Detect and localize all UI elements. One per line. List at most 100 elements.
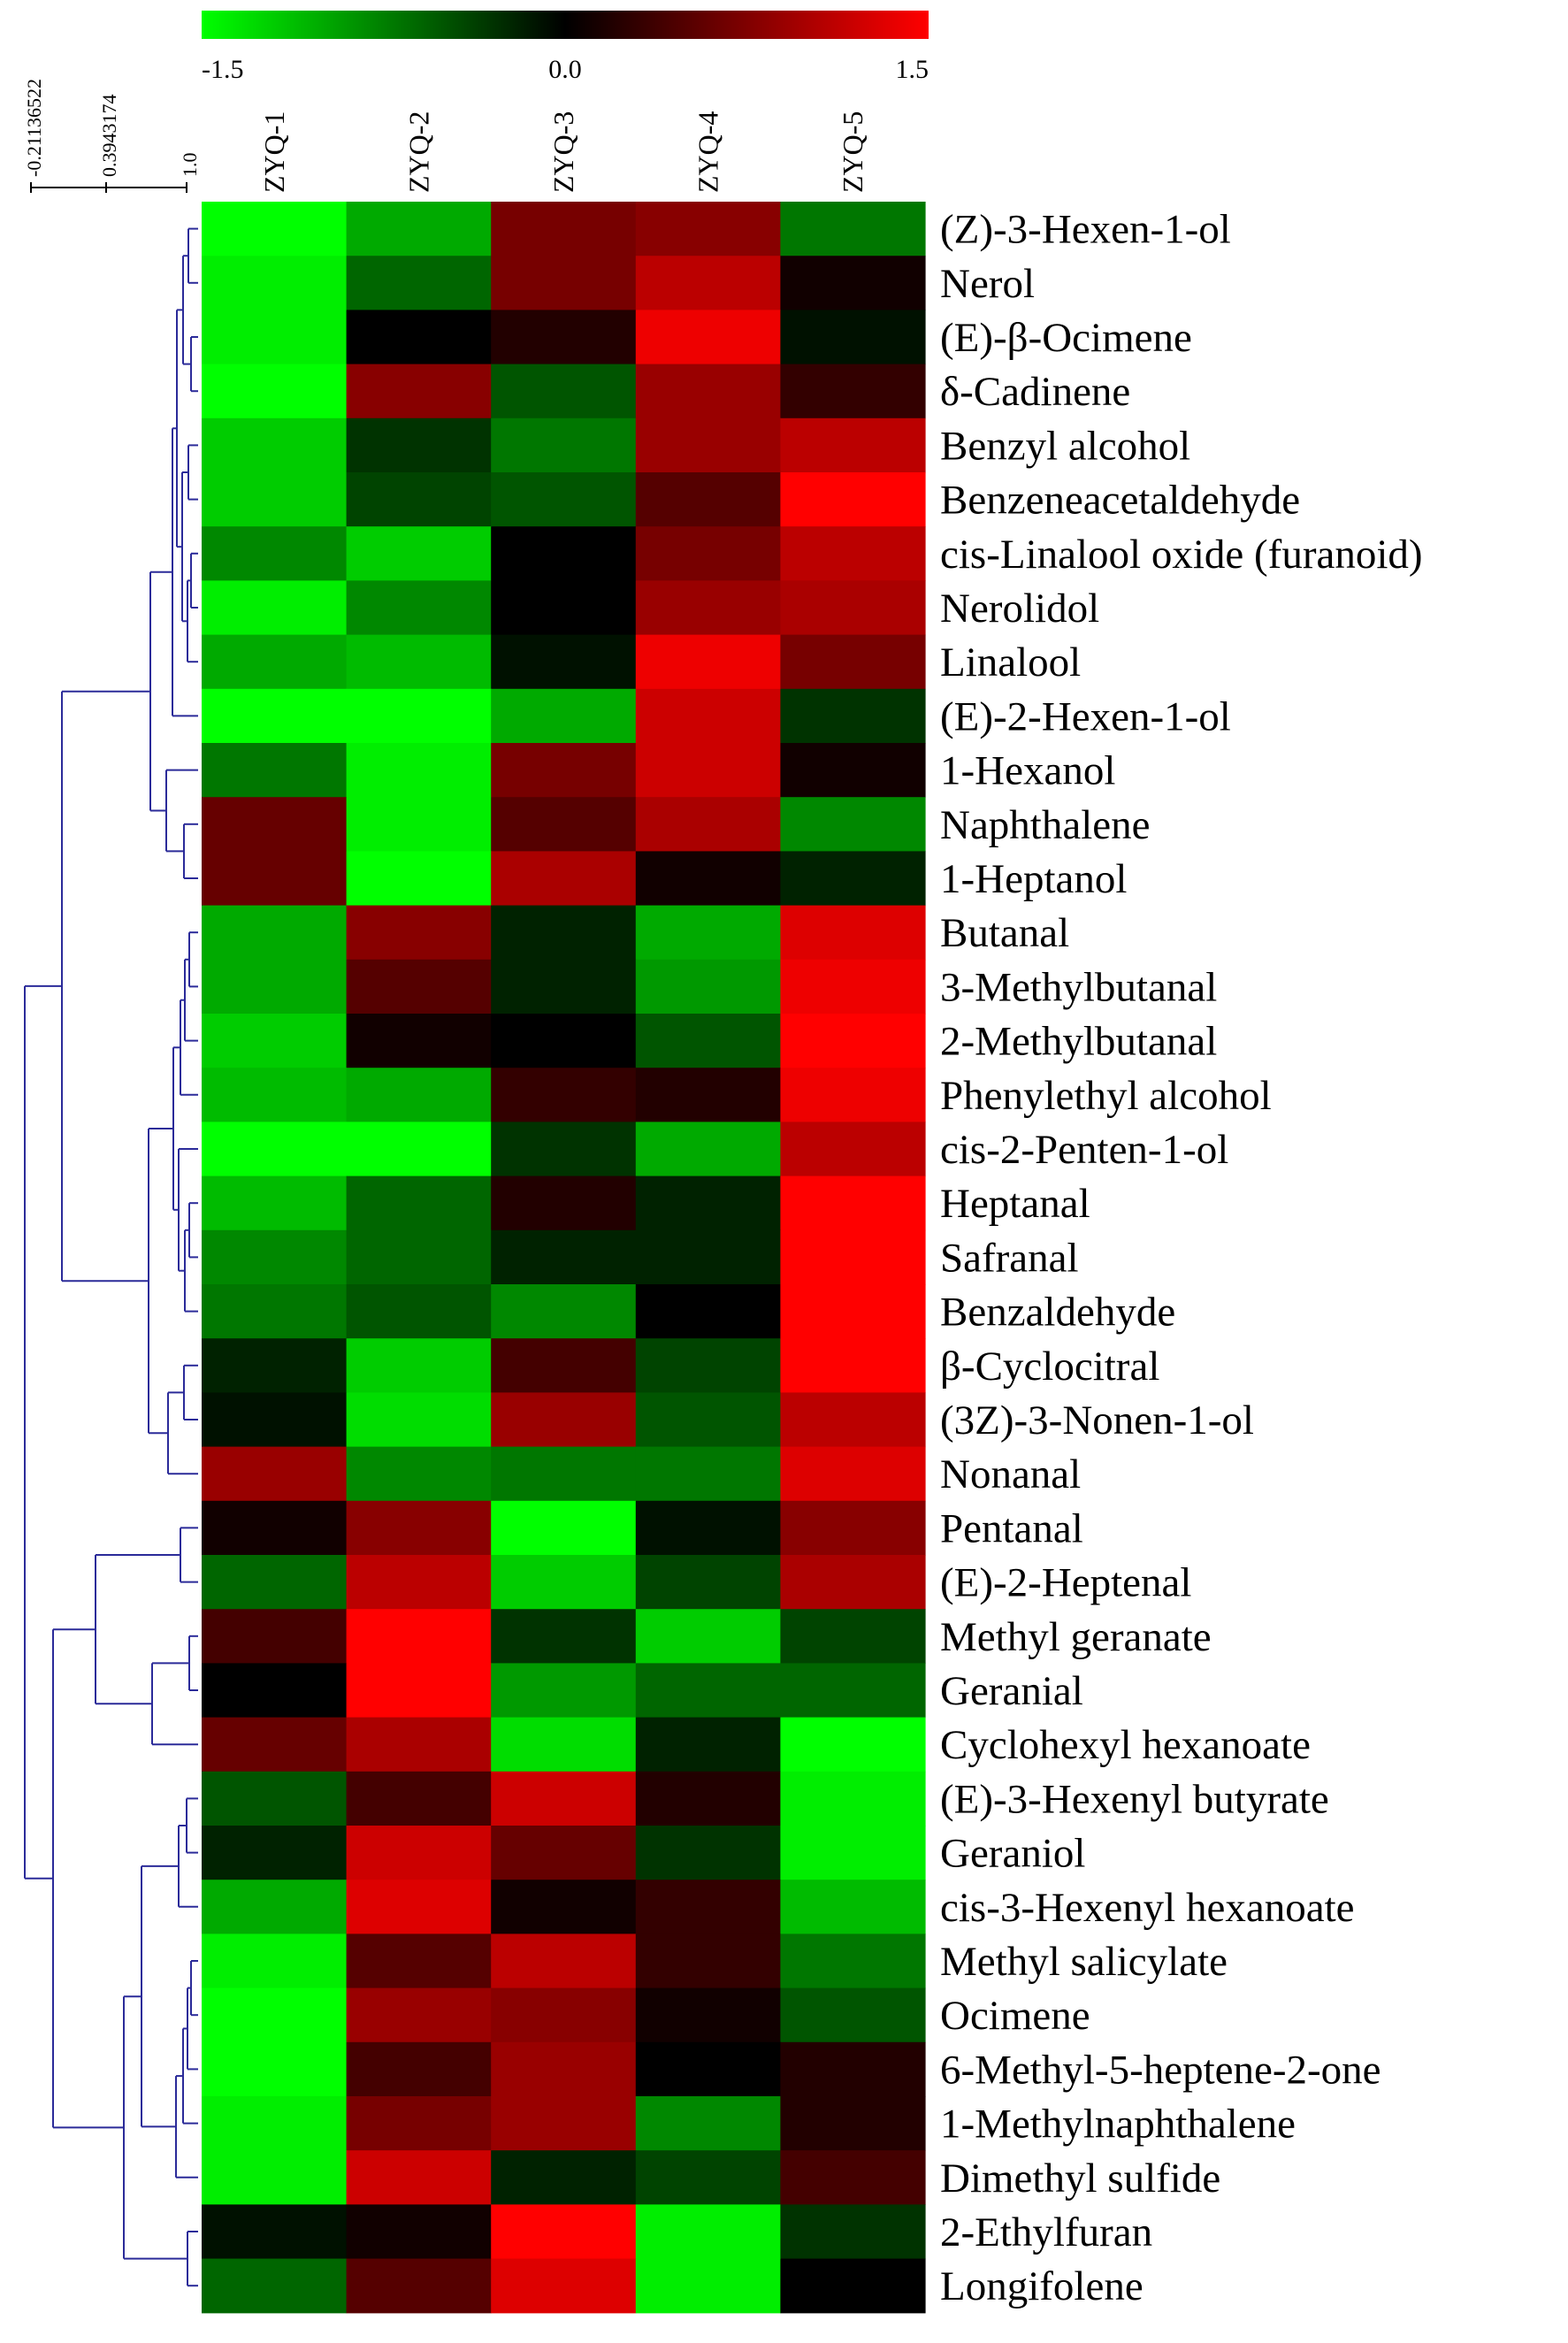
heatmap-cell (202, 2258, 348, 2314)
heatmap-cell (491, 1229, 637, 1285)
heatmap-cell (635, 688, 781, 744)
heatmap-cell (491, 1175, 637, 1231)
heatmap-cell (491, 2204, 637, 2260)
row-label: Longifolene (940, 2263, 1143, 2309)
heatmap-cell (491, 1663, 637, 1719)
row-label: cis-3-Hexenyl hexanoate (940, 1885, 1355, 1931)
dendro-axis-label-min: -0.21136522 (23, 79, 45, 177)
heatmap-cell (491, 2096, 637, 2151)
row-label: Benzeneacetaldehyde (940, 478, 1300, 524)
row-label: Dimethyl sulfide (940, 2155, 1220, 2201)
row-label: (Z)-3-Hexen-1-ol (940, 207, 1231, 253)
row-label: Nerol (940, 261, 1035, 307)
heatmap-cell (491, 417, 637, 473)
heatmap-cell (780, 364, 926, 419)
heatmap-cell (635, 1663, 781, 1719)
heatmap-cell (202, 1771, 348, 1826)
heatmap-cell (491, 526, 637, 581)
heatmap-cell (780, 2096, 926, 2151)
heatmap-cell (202, 526, 348, 581)
heatmap-cell (346, 1175, 492, 1231)
row-label: Naphthalene (940, 802, 1151, 848)
row-label: 1-Hexanol (940, 748, 1115, 794)
heatmap-cell (780, 2041, 926, 2097)
heatmap-cell (202, 1014, 348, 1068)
heatmap-cell (346, 1446, 492, 1502)
heatmap-cell (780, 526, 926, 581)
heatmap-cell (346, 743, 492, 798)
heatmap-cell (780, 1392, 926, 1448)
heatmap-cell (780, 417, 926, 473)
heatmap-cell (346, 905, 492, 961)
heatmap-cell (780, 2150, 926, 2205)
heatmap-cell (635, 1555, 781, 1610)
heatmap-cell (780, 310, 926, 365)
heatmap-cell (780, 1880, 926, 1934)
heatmap-cell (346, 2096, 492, 2151)
row-label: Geraniol (940, 1831, 1085, 1877)
heatmap-cell (491, 2041, 637, 2097)
heatmap-cell (491, 472, 637, 527)
row-label: Geranial (940, 1668, 1083, 1714)
heatmap-cell (491, 634, 637, 690)
heatmap-cell (346, 1555, 492, 1610)
heatmap-cell (491, 1122, 637, 1177)
heatmap-cell (202, 959, 348, 1015)
heatmap-cell (202, 1933, 348, 1989)
heatmap-cell (202, 851, 348, 907)
heatmap-cell (491, 1609, 637, 1664)
heatmap-cell (780, 959, 926, 1015)
heatmap-cell (635, 1609, 781, 1664)
heatmap-cell (780, 1555, 926, 1610)
heatmap-cell (635, 1826, 781, 1880)
heatmap-cell (635, 1338, 781, 1393)
row-label: Nonanal (940, 1451, 1081, 1497)
heatmap-cell (346, 688, 492, 744)
heatmap-cell (635, 1014, 781, 1068)
heatmap-cell (635, 851, 781, 907)
heatmap-cell (346, 472, 492, 527)
heatmap-cell (780, 1284, 926, 1339)
heatmap-cell (202, 1068, 348, 1122)
row-label: 1-Heptanol (940, 856, 1127, 902)
heatmap-cell (635, 1175, 781, 1231)
heatmap-cell (346, 1122, 492, 1177)
row-label: (E)-2-Hexen-1-ol (940, 693, 1231, 739)
heatmap-cell (346, 2150, 492, 2205)
heatmap-cell (346, 417, 492, 473)
row-label: 1-Methylnaphthalene (940, 2102, 1296, 2148)
heatmap-cell (202, 256, 348, 310)
row-label: Pentanal (940, 1505, 1083, 1551)
dendrogram-axis: -0.21136522 0.3943174 1.0 (23, 79, 201, 193)
heatmap-cell (491, 1446, 637, 1502)
heatmap-cell (202, 1338, 348, 1393)
heatmap-cell (202, 1122, 348, 1177)
row-dendrogram (24, 227, 198, 2287)
heatmap-cell (346, 256, 492, 310)
heatmap-cell (780, 202, 926, 257)
heatmap-cell (635, 1880, 781, 1934)
heatmap-cell (491, 2150, 637, 2205)
heatmap-cell (202, 1880, 348, 1934)
heatmap-cell (635, 1446, 781, 1502)
heatmap-cell (635, 526, 781, 581)
heatmap-cell (780, 580, 926, 636)
heatmap-cell (346, 1933, 492, 1989)
row-label: δ-Cadinene (940, 369, 1130, 415)
heatmap-cell (780, 1229, 926, 1285)
heatmap-cell (346, 1284, 492, 1339)
heatmap-cell (346, 634, 492, 690)
row-label: 2-Ethylfuran (940, 2209, 1152, 2255)
heatmap-cell (635, 797, 781, 852)
heatmap-cell (491, 1392, 637, 1448)
heatmap-cell (202, 1175, 348, 1231)
heatmap-cell (202, 743, 348, 798)
heatmap-cell (491, 1880, 637, 1934)
heatmap-cell (346, 310, 492, 365)
row-label: 2-Methylbutanal (940, 1019, 1217, 1065)
heatmap-cell (346, 364, 492, 419)
heatmap-cell (780, 1175, 926, 1231)
heatmap-cell (491, 310, 637, 365)
row-label: Heptanal (940, 1181, 1090, 1227)
heatmap-cell (635, 417, 781, 473)
